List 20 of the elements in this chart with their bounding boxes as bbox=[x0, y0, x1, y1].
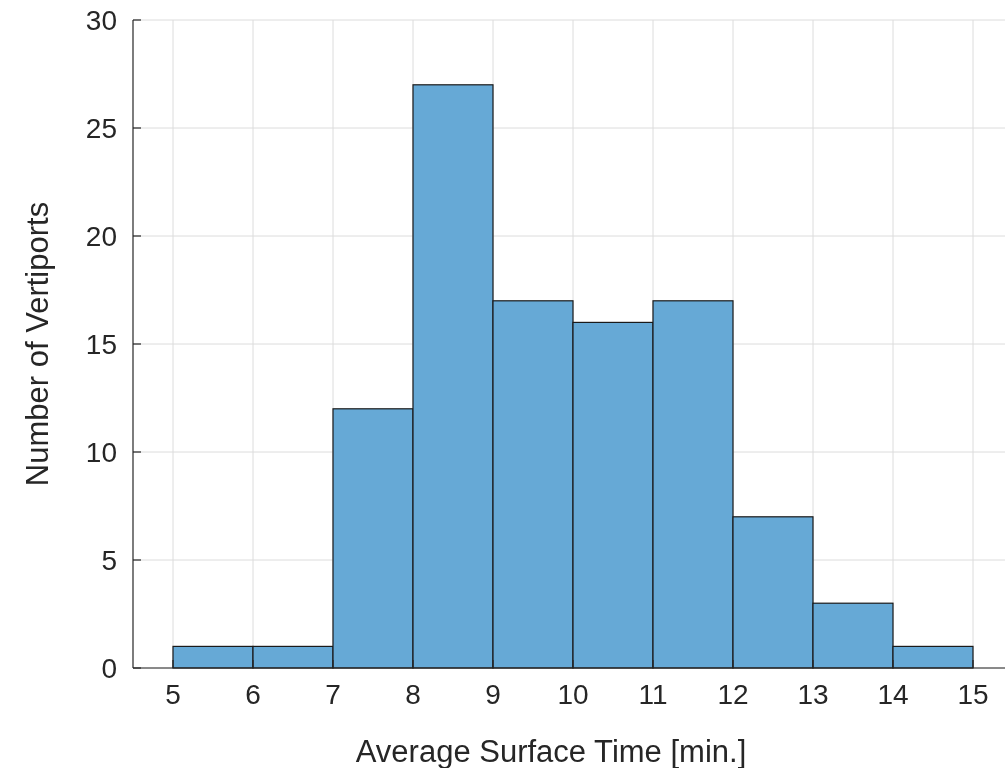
x-tick-label: 11 bbox=[638, 679, 668, 710]
y-tick-label: 25 bbox=[85, 112, 117, 144]
x-tick-label: 8 bbox=[405, 679, 421, 710]
x-tick-label: 13 bbox=[797, 679, 829, 710]
y-tick-label: 0 bbox=[101, 652, 117, 684]
y-tick-label: 15 bbox=[85, 328, 117, 360]
x-tick-label: 9 bbox=[485, 679, 501, 710]
x-tick-label: 10 bbox=[557, 679, 589, 710]
x-tick-label: 5 bbox=[165, 679, 181, 710]
y-tick-label: 10 bbox=[85, 436, 117, 468]
x-tick-label: 15 bbox=[957, 679, 989, 710]
x-tick-label: 12 bbox=[717, 679, 749, 710]
y-axis-title: Number of Vertiports bbox=[20, 201, 55, 487]
x-axis-title: Average Surface Time [min.] bbox=[355, 734, 747, 768]
y-tick-label: 30 bbox=[85, 4, 117, 36]
x-tick-label: 6 bbox=[245, 679, 261, 710]
x-tick-label: 7 bbox=[325, 679, 341, 710]
y-tick-label: 20 bbox=[85, 220, 117, 252]
x-tick-label: 14 bbox=[877, 679, 909, 710]
y-tick-label: 5 bbox=[101, 544, 117, 576]
